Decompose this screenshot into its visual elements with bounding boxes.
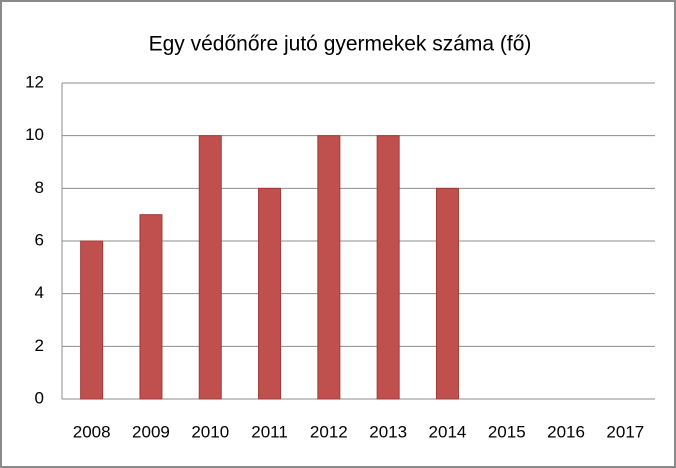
chart-title: Egy védőnőre jutó gyermekek száma (fő) <box>149 33 532 56</box>
y-tick-label: 10 <box>25 125 44 144</box>
y-tick-label: 0 <box>35 388 44 407</box>
y-tick-label: 6 <box>35 230 44 249</box>
bar <box>80 240 104 400</box>
x-tick-label: 2013 <box>369 422 407 441</box>
x-tick-label: 2014 <box>429 422 467 441</box>
bar <box>258 187 282 400</box>
y-tick-label: 2 <box>35 336 44 355</box>
x-tick-label: 2011 <box>251 422 288 441</box>
x-tick-label: 2010 <box>191 422 229 441</box>
y-tick-label: 12 <box>25 72 44 91</box>
y-tick-label: 4 <box>35 283 44 302</box>
bar <box>198 135 222 400</box>
x-tick-label: 2009 <box>132 422 170 441</box>
x-tick-label: 2016 <box>547 422 585 441</box>
bar <box>376 135 400 400</box>
x-tick-label: 2015 <box>488 422 526 441</box>
bar <box>139 214 163 400</box>
x-tick-label: 2008 <box>73 422 111 441</box>
bar <box>317 135 341 400</box>
y-tick-label: 8 <box>35 178 44 197</box>
x-tick-label: 2017 <box>606 422 644 441</box>
x-tick-label: 2012 <box>310 422 348 441</box>
bar <box>435 187 459 400</box>
